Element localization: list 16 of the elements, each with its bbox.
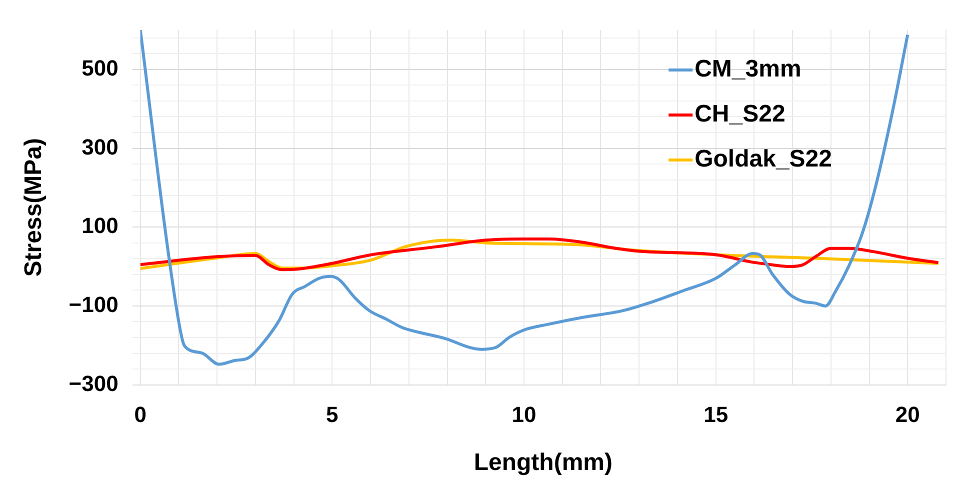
y-tick-label: 100 (82, 213, 118, 238)
y-tick-label: −100 (68, 292, 118, 318)
y-axis-title: Stress(MPa) (20, 138, 48, 277)
x-tick-label: 0 (134, 402, 146, 428)
x-axis-title: Length(mm) (474, 449, 613, 476)
legend-label: Goldak_S22 (694, 146, 832, 173)
x-tick-label: 15 (704, 402, 728, 428)
y-tick-label: 500 (82, 55, 118, 80)
legend-label: CH_S22 (694, 100, 786, 128)
y-tick-label: −300 (68, 370, 118, 396)
x-tick-label: 5 (326, 402, 338, 428)
line-series (140, 30, 910, 366)
x-tick-label: 10 (512, 402, 536, 428)
legend-label: CM_3mm (694, 56, 802, 83)
y-tick-label: 300 (82, 134, 118, 160)
x-tick-label: 20 (895, 402, 920, 428)
